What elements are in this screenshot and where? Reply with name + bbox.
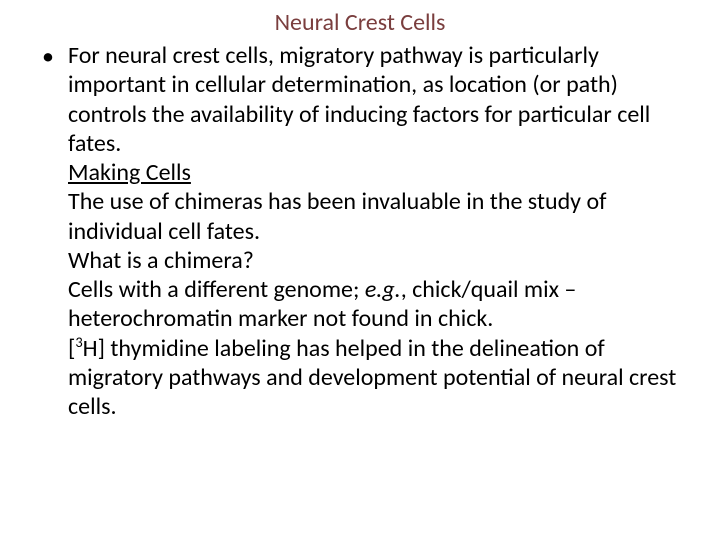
slide: Neural Crest Cells • For neural crest ce… [0, 0, 720, 540]
superscript: 3 [75, 333, 82, 351]
paragraph-chimeras-use: The use of chimeras has been invaluable … [68, 187, 690, 246]
slide-title: Neural Crest Cells [30, 8, 690, 37]
slide-body: • For neural crest cells, migratory path… [30, 41, 690, 421]
bullet-marker-icon: • [42, 41, 68, 71]
heading-making-cells: Making Cells [68, 158, 690, 187]
text-span-italic: e.g. [365, 275, 401, 304]
paragraph-thymidine-labeling: [3H] thymidine labeling has helped in th… [68, 334, 690, 422]
bullet-text: For neural crest cells, migratory pathwa… [68, 41, 690, 158]
text-span: H] thymidine labeling has helped in the … [68, 334, 676, 422]
paragraph-what-is-chimera: What is a chimera? [68, 246, 690, 275]
bullet-item: • For neural crest cells, migratory path… [42, 41, 690, 158]
text-span: Cells with a different genome; [68, 275, 365, 304]
paragraph-chick-quail-mix: Cells with a different genome; e.g., chi… [68, 275, 690, 334]
